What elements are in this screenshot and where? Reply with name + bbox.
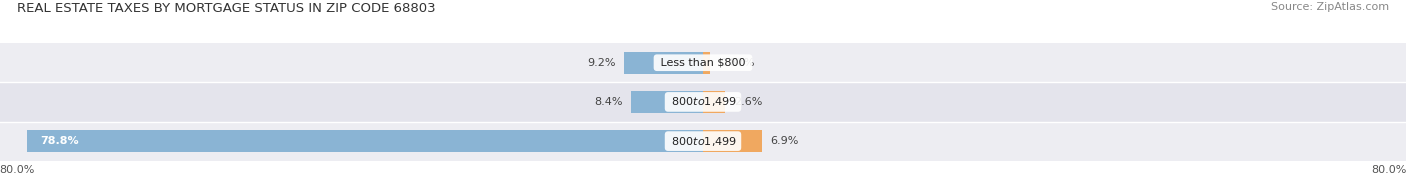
Text: 6.9%: 6.9%	[770, 136, 799, 146]
Text: Source: ZipAtlas.com: Source: ZipAtlas.com	[1271, 2, 1389, 12]
Bar	[0, 122, 1406, 161]
Text: 78.8%: 78.8%	[41, 136, 79, 146]
Bar	[0, 82, 1406, 122]
Bar	[624, 52, 703, 74]
Text: 8.4%: 8.4%	[593, 97, 623, 107]
Bar	[703, 91, 725, 113]
Bar	[703, 130, 762, 152]
Text: Less than $800: Less than $800	[657, 58, 749, 68]
Text: REAL ESTATE TAXES BY MORTGAGE STATUS IN ZIP CODE 68803: REAL ESTATE TAXES BY MORTGAGE STATUS IN …	[17, 2, 436, 15]
Bar	[631, 91, 703, 113]
Text: 9.2%: 9.2%	[588, 58, 616, 68]
Bar	[28, 130, 703, 152]
Text: $800 to $1,499: $800 to $1,499	[668, 135, 738, 148]
Bar	[703, 52, 710, 74]
Text: 2.6%: 2.6%	[734, 97, 762, 107]
Text: $800 to $1,499: $800 to $1,499	[668, 95, 738, 108]
Bar	[0, 43, 1406, 82]
Text: 0.87%: 0.87%	[718, 58, 755, 68]
